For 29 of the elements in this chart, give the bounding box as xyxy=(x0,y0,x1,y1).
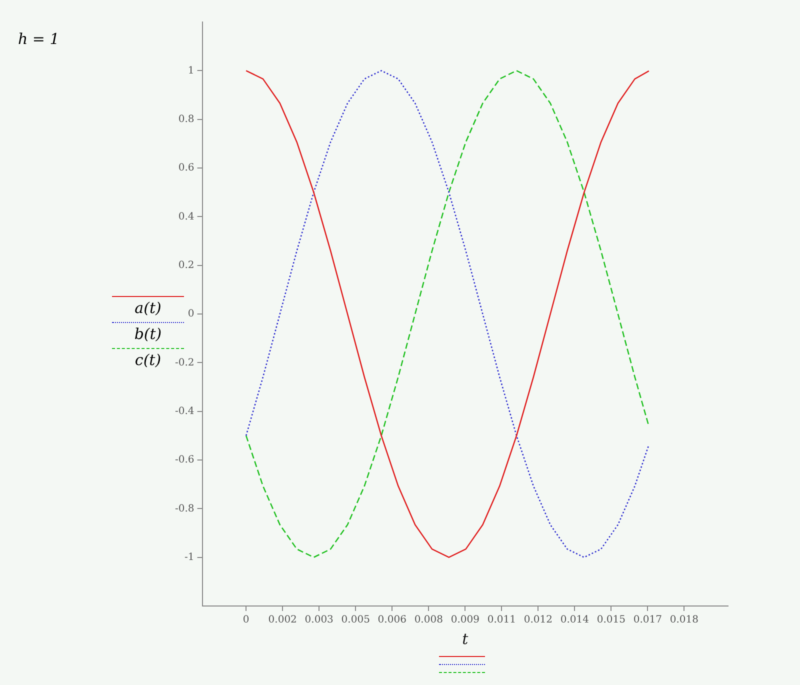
x-tick-label: 0.003 xyxy=(304,614,334,626)
y-tick-label: 0 xyxy=(188,308,194,320)
y-tick-label: 0.4 xyxy=(178,211,194,222)
x-tick-label: 0.012 xyxy=(524,614,552,626)
y-tick-label: -0.4 xyxy=(174,406,194,417)
x-axis-title: t xyxy=(462,630,470,648)
legend-label: a(t) xyxy=(134,299,162,317)
text: h = 1 xyxy=(18,30,60,48)
y-tick-label: 1 xyxy=(188,65,194,76)
y-tick-label: -1 xyxy=(184,552,194,563)
x-tick-label: 0 xyxy=(242,614,250,626)
y-tick-label: -0.6 xyxy=(174,454,194,466)
x-tick-label: 0.014 xyxy=(560,614,589,626)
x-tick-label: 0.006 xyxy=(378,614,406,626)
x-tick-label: 0.018 xyxy=(670,614,699,626)
x-tick-label: 0.008 xyxy=(414,614,443,626)
x-tick-label: 0.002 xyxy=(268,614,297,626)
y-tick-label: 0.8 xyxy=(178,114,194,125)
y-tick-label: 0.6 xyxy=(178,162,194,174)
x-tick-label: 0.005 xyxy=(341,614,370,626)
x-tick-label: 0.017 xyxy=(633,614,662,626)
legend-label: c(t) xyxy=(134,351,162,369)
y-tick-label: 0.2 xyxy=(178,260,194,271)
x-tick-label: 0.009 xyxy=(450,614,480,626)
y-tick-label: -0.2 xyxy=(174,357,194,368)
x-tick-label: 0.011 xyxy=(487,614,516,626)
legend-label: b(t) xyxy=(133,325,163,343)
x-tick-label: 0.015 xyxy=(596,614,626,626)
y-tick-label: -0.8 xyxy=(174,503,194,514)
